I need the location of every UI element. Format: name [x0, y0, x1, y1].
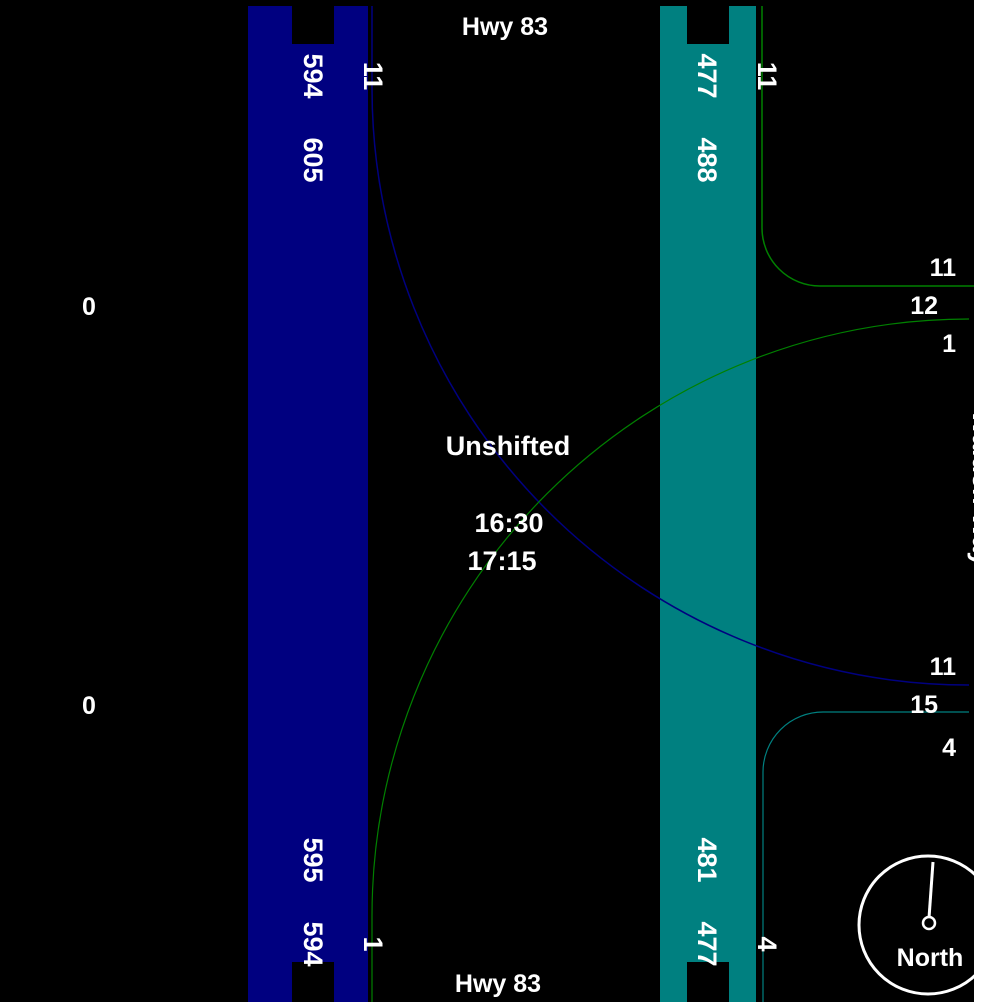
- west-count-upper: 0: [82, 293, 96, 321]
- road-label-north: Hwy 83: [462, 13, 548, 41]
- north-compass-icon: North: [857, 854, 997, 996]
- southbound-north-turn: 11: [358, 62, 388, 91]
- southbound-south-total: 594: [298, 921, 328, 966]
- road-label-east: Walden Way: [967, 409, 997, 566]
- southbound-top-notch: [292, 6, 334, 44]
- southbound-north-through: 605: [298, 137, 328, 182]
- walden-left-turn-curve: [762, 711, 969, 1002]
- compass-pivot: [921, 915, 937, 931]
- northbound-south-total: 477: [692, 921, 722, 966]
- southbound-south-through: 595: [298, 837, 328, 882]
- east-count-upper-2: 12: [910, 292, 938, 320]
- northbound-north-total: 477: [692, 53, 722, 98]
- time-start: 16:30: [474, 508, 543, 538]
- southbound-south-turn: 1: [358, 936, 388, 951]
- northbound-north-turn: 11: [752, 62, 782, 91]
- compass-needle: [927, 861, 935, 919]
- east-count-lower-3: 4: [942, 734, 956, 762]
- northbound-left-turn-curve: [371, 318, 970, 1002]
- northbound-lanes: [660, 6, 756, 1002]
- northbound-north-through: 488: [692, 137, 722, 182]
- east-count-lower-2: 15: [910, 691, 938, 719]
- east-count-upper-1: 11: [930, 254, 957, 282]
- northbound-bottom-notch: [687, 962, 729, 1002]
- southbound-lanes: [248, 6, 368, 1002]
- northbound-top-notch: [687, 6, 729, 44]
- northbound-south-turn: 4: [752, 936, 782, 951]
- scenario-title: Unshifted: [446, 431, 571, 461]
- west-count-lower: 0: [82, 692, 96, 720]
- time-end: 17:15: [467, 546, 536, 576]
- southbound-band: [248, 6, 368, 1002]
- northbound-south-through: 481: [692, 837, 722, 882]
- east-count-upper-3: 1: [942, 330, 956, 358]
- northbound-band: [660, 6, 756, 1002]
- southbound-north-total: 594: [298, 53, 328, 98]
- northbound-right-turn-curve: [761, 6, 974, 287]
- southbound-bottom-notch: [292, 962, 334, 1002]
- road-label-south: Hwy 83: [455, 970, 541, 998]
- southbound-right-turn-curve: [371, 87, 970, 686]
- compass-ring: [857, 854, 997, 996]
- map-background: [0, 0, 974, 1002]
- east-count-lower-1: 11: [930, 653, 957, 681]
- compass-label: North: [897, 944, 964, 972]
